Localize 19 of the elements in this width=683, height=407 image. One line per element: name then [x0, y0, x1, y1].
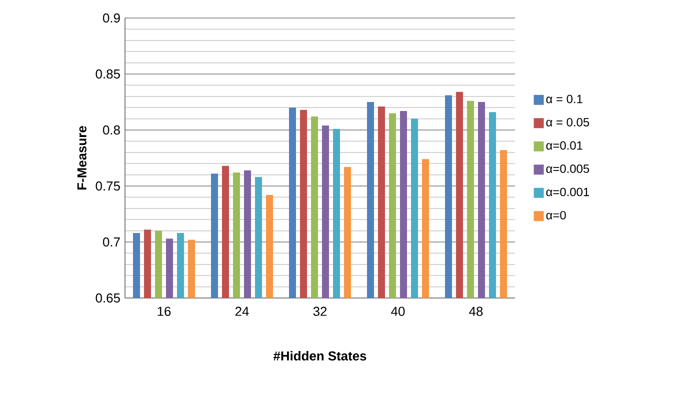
y-tick-label: 0.65 — [96, 293, 120, 303]
legend-label: α = 0.05 — [546, 118, 590, 126]
legend-label: α = 0.1 — [546, 94, 582, 104]
y-tick-label: 0.7 — [102, 237, 120, 247]
legend-label: α=0 — [546, 210, 566, 220]
y-tick-label: 0.85 — [96, 69, 120, 79]
x-tick-label: 16 — [158, 306, 171, 316]
x-tick-label: 32 — [313, 306, 327, 316]
x-tick-label: 40 — [391, 306, 405, 316]
x-tick-label: 48 — [469, 306, 483, 316]
legend-label: α=0.01 — [546, 141, 582, 150]
y-axis-title: F-Measure — [77, 126, 86, 190]
y-tick-label: 0.9 — [102, 13, 120, 23]
y-tick-label: 0.75 — [96, 181, 120, 191]
y-tick-label: 0.8 — [102, 125, 120, 135]
legend-label: α=0.001 — [546, 188, 589, 196]
legend-label: α=0.005 — [546, 164, 590, 173]
x-axis-title: #Hidden States — [273, 351, 366, 361]
x-tick-label: 24 — [235, 306, 249, 316]
